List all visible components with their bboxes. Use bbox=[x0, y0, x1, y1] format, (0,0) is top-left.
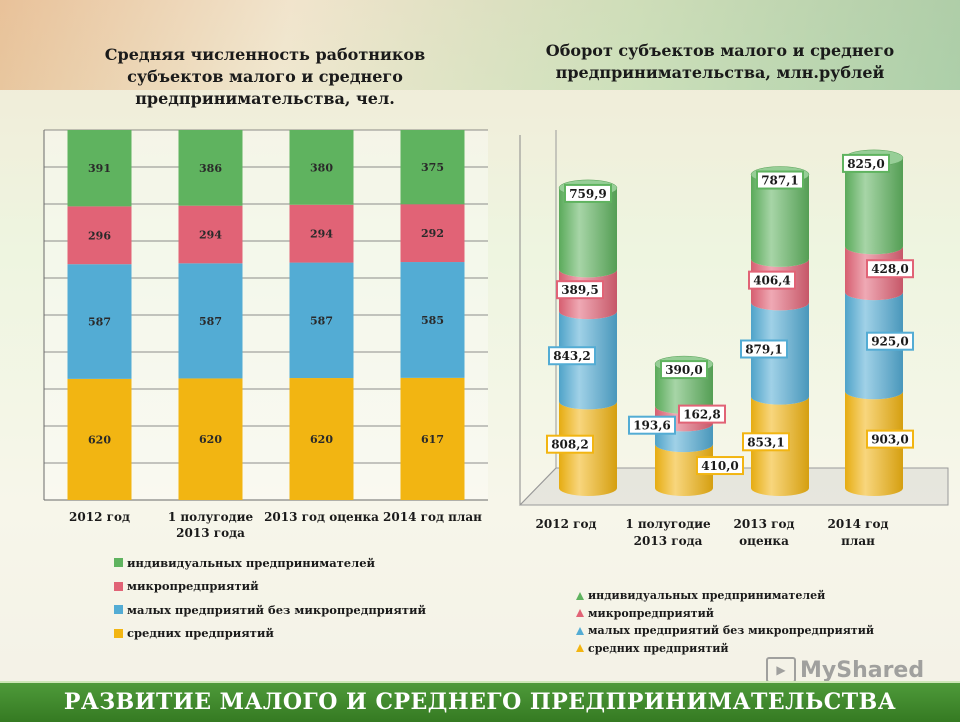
legend-item-micro: микропредприятий bbox=[576, 605, 874, 623]
bar-segment-micro bbox=[178, 205, 243, 264]
legend-label: малых предприятий без микропредприятий bbox=[127, 602, 427, 617]
data-label: 380 bbox=[310, 161, 333, 174]
data-label: 585 bbox=[421, 314, 444, 327]
bar-segment-small bbox=[67, 264, 132, 379]
data-label: 294 bbox=[199, 229, 222, 242]
watermark: ▶ MyShared bbox=[766, 657, 924, 683]
legend-item-micro: микропредприятий bbox=[114, 575, 426, 599]
legend-swatch bbox=[114, 605, 123, 615]
legend-label: индивидуальных предпринимателей bbox=[588, 589, 826, 603]
data-label: 617 bbox=[421, 433, 444, 446]
bar-segment-medium bbox=[400, 377, 465, 500]
legend-item-medium: средних предприятий bbox=[114, 622, 426, 646]
legend-marker bbox=[576, 591, 584, 600]
category-label-line: 2013 года bbox=[176, 526, 245, 540]
bar-segment-individual bbox=[178, 130, 243, 206]
legend-turnover: индивидуальных предпринимателей микропре… bbox=[576, 587, 874, 657]
legend-item-medium: средних предприятий bbox=[576, 640, 874, 658]
data-label: 292 bbox=[421, 227, 444, 240]
legend-marker bbox=[576, 609, 584, 618]
category-label-line: 2013 год оценка bbox=[264, 510, 379, 524]
chart-title-turnover: Оборот субъектов малого и среднего предп… bbox=[545, 41, 895, 82]
data-label: 587 bbox=[199, 315, 222, 328]
chart-title-employees: Средняя численность работников субъектов… bbox=[104, 45, 426, 108]
bar-segment-medium bbox=[67, 378, 132, 500]
bar-segment-micro bbox=[400, 204, 465, 263]
legend-swatch bbox=[114, 628, 123, 638]
legend-marker bbox=[576, 626, 584, 635]
data-label: 296 bbox=[88, 229, 111, 242]
bar-segment-medium bbox=[289, 378, 354, 500]
category-label: 1 полугодие 2013 года bbox=[168, 510, 254, 540]
data-label: 587 bbox=[310, 314, 333, 327]
data-label: 620 bbox=[199, 433, 222, 446]
legend-item-small: малых предприятий без микропредприятий bbox=[576, 622, 874, 640]
bar-segment-small bbox=[289, 262, 354, 379]
bar-segment-medium bbox=[178, 378, 243, 500]
bar-segment-small bbox=[400, 262, 465, 378]
legend-label: средних предприятий bbox=[127, 626, 274, 641]
watermark-text: MyShared bbox=[800, 657, 925, 683]
legend-swatch bbox=[114, 581, 123, 591]
category-label-line: 2012 год bbox=[69, 510, 130, 524]
bar-segment-individual bbox=[400, 130, 465, 205]
bar-segment-small bbox=[178, 263, 243, 379]
bar-segment-individual bbox=[67, 130, 132, 207]
data-label: 620 bbox=[310, 433, 333, 446]
bar-segment-individual bbox=[289, 130, 354, 205]
legend-item-individual: индивидуальных предпринимателей bbox=[114, 551, 426, 575]
legend-label: микропредприятий bbox=[127, 579, 259, 594]
bar-segment-micro bbox=[289, 204, 354, 263]
legend-item-individual: индивидуальных предпринимателей bbox=[576, 587, 874, 605]
bar-segment-micro bbox=[67, 206, 132, 265]
category-label-line: 1 полугодие bbox=[168, 510, 254, 524]
footer-banner: РАЗВИТИЕ МАЛОГО И СРЕДНЕГО ПРЕДПРИНИМАТЕ… bbox=[0, 681, 960, 722]
category-label-line: 2014 год план bbox=[383, 510, 482, 524]
legend-label: индивидуальных предпринимателей bbox=[127, 555, 376, 570]
data-label: 620 bbox=[88, 433, 111, 446]
legend-swatch bbox=[114, 558, 123, 568]
legend-item-small: малых предприятий без микропредприятий bbox=[114, 598, 426, 622]
presentation-icon: ▶ bbox=[766, 657, 796, 683]
data-label: 375 bbox=[421, 161, 444, 174]
category-label: 2012 год bbox=[69, 510, 130, 524]
header-decoration bbox=[0, 0, 960, 90]
legend-label: микропредприятий bbox=[588, 606, 714, 620]
legend-employees: индивидуальных предпринимателей микропре… bbox=[114, 551, 426, 645]
category-label: 2014 год план bbox=[383, 510, 482, 524]
data-label: 587 bbox=[88, 316, 111, 329]
legend-label: малых предприятий без микропредприятий bbox=[588, 624, 875, 638]
data-label: 386 bbox=[199, 162, 222, 175]
category-label: 2013 год оценка bbox=[264, 510, 379, 524]
data-label: 391 bbox=[88, 162, 111, 175]
legend-label: средних предприятий bbox=[588, 641, 729, 655]
legend-marker bbox=[576, 644, 584, 653]
data-label: 294 bbox=[310, 228, 333, 241]
